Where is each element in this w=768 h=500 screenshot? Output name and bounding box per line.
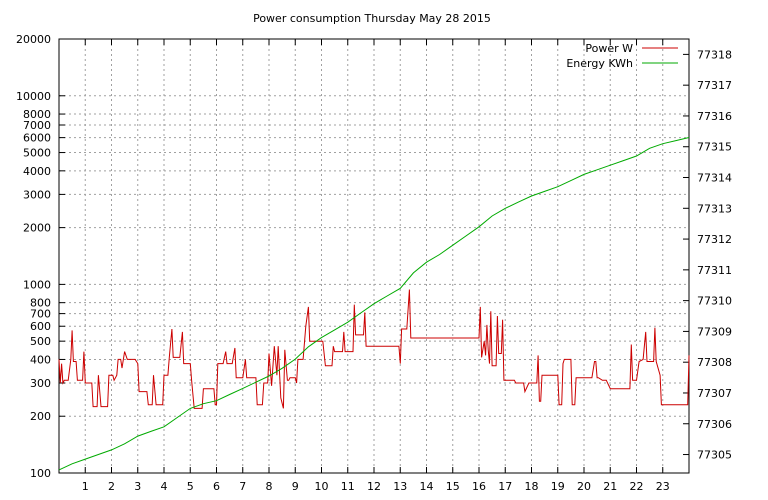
y-right-tick-label: 77307 xyxy=(697,387,732,400)
y-right-tick-label: 77316 xyxy=(697,110,732,123)
x-tick-label: 18 xyxy=(525,480,539,493)
grid xyxy=(59,39,689,473)
y-left-tick-label: 1000 xyxy=(23,278,51,291)
y-left-tick-label: 10000 xyxy=(16,90,51,103)
x-tick-label: 23 xyxy=(656,480,670,493)
y-left-tick-label: 7000 xyxy=(23,119,51,132)
y-left-tick-label: 300 xyxy=(30,377,51,390)
x-tick-label: 14 xyxy=(420,480,434,493)
x-tick-label: 19 xyxy=(551,480,565,493)
x-tick-label: 13 xyxy=(393,480,407,493)
y-right-tick-label: 77315 xyxy=(697,141,732,154)
x-tick-label: 17 xyxy=(498,480,512,493)
x-tick-label: 2 xyxy=(108,480,115,493)
x-tick-label: 5 xyxy=(187,480,194,493)
y-left-tick-label: 8000 xyxy=(23,108,51,121)
y-left-tick-label: 700 xyxy=(30,308,51,321)
x-tick-label: 15 xyxy=(446,480,460,493)
y-left-tick-label: 2000 xyxy=(23,222,51,235)
chart-title: Power consumption Thursday May 28 2015 xyxy=(253,12,491,25)
y-right-tick-label: 77317 xyxy=(697,79,732,92)
series-line-energy-kwh xyxy=(58,137,690,471)
series-layer xyxy=(58,137,690,471)
y-left-tick-label: 600 xyxy=(30,320,51,333)
legend-label-energy-kwh: Energy KWh xyxy=(566,57,633,70)
x-tick-label: 3 xyxy=(134,480,141,493)
y-right-tick-label: 77310 xyxy=(697,295,732,308)
x-tick-label: 6 xyxy=(213,480,220,493)
x-tick-label: 4 xyxy=(161,480,168,493)
y-right-tick-label: 77313 xyxy=(697,202,732,215)
x-tick-label: 22 xyxy=(630,480,644,493)
x-tick-label: 11 xyxy=(341,480,355,493)
y-right-tick-label: 77308 xyxy=(697,356,732,369)
legend-label-power-w: Power W xyxy=(585,42,633,55)
y-right-tick-label: 77311 xyxy=(697,264,732,277)
y-left-tick-label: 200 xyxy=(30,410,51,423)
y-right-tick-label: 77314 xyxy=(697,172,732,185)
x-tick-label: 1 xyxy=(82,480,89,493)
x-tick-label: 21 xyxy=(603,480,617,493)
x-tick-label: 7 xyxy=(239,480,246,493)
x-tick-label: 9 xyxy=(292,480,299,493)
y-right-tick-label: 77318 xyxy=(697,48,732,61)
x-tick-label: 20 xyxy=(577,480,591,493)
x-tick-label: 10 xyxy=(315,480,329,493)
y-right-tick-label: 77305 xyxy=(697,449,732,462)
x-tick-label: 12 xyxy=(367,480,381,493)
x-tick-label: 16 xyxy=(472,480,486,493)
y-axis-right: 77305 77306 77307 77308 77309 77310 77311 77312… xyxy=(683,48,732,462)
series-line-power-w xyxy=(58,289,690,409)
y-left-tick-label: 5000 xyxy=(23,147,51,160)
y-left-tick-label: 3000 xyxy=(23,188,51,201)
y-left-tick-label: 6000 xyxy=(23,132,51,145)
y-left-tick-label: 500 xyxy=(30,335,51,348)
x-tick-label: 8 xyxy=(266,480,273,493)
y-left-tick-label: 20000 xyxy=(16,33,51,46)
legend: Power W Energy KWh xyxy=(566,42,678,70)
y-right-tick-label: 77306 xyxy=(697,418,732,431)
y-left-tick-label: 100 xyxy=(30,467,51,480)
y-left-tick-label: 400 xyxy=(30,353,51,366)
x-axis: 1 2 3 4 5 6 7 8 9 10 11 12 13 14 15 16 17 18 19 20 21 22 23 xyxy=(82,39,670,493)
y-left-tick-label: 4000 xyxy=(23,165,51,178)
y-right-tick-label: 77309 xyxy=(697,325,732,338)
y-right-tick-label: 77312 xyxy=(697,233,732,246)
y-left-tick-label: 800 xyxy=(30,297,51,310)
